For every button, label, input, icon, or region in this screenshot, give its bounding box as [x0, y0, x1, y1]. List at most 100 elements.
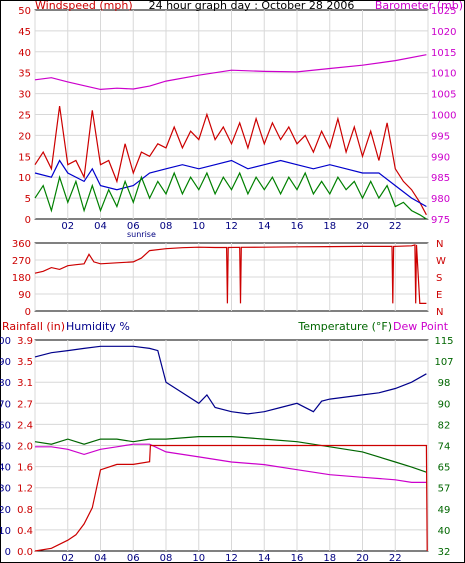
humidity-y-tick-label: 50	[0, 442, 11, 453]
temperature-y-tick-label: 57	[438, 484, 451, 495]
wind-axis-title: Windspeed (mph)	[35, 0, 133, 12]
climate-panel-x-tick-label: 06	[127, 553, 140, 563]
barometer-y-tick-label: 990	[431, 152, 450, 163]
wind-panel-x-tick-label: 16	[291, 221, 304, 232]
rainfall-y-tick-label: 3.9	[17, 336, 33, 347]
humidity-y-tick-label: 30	[0, 484, 11, 495]
wind-panel-x-tick-label: 22	[389, 221, 402, 232]
rainfall-y-tick-label: 2.0	[17, 442, 33, 453]
climate-panel-x-tick-label: 10	[192, 553, 205, 563]
temperature-y-tick-label: 49	[438, 505, 451, 516]
rainfall-line	[34, 444, 428, 552]
barometer-y-tick-label: 1025	[431, 6, 456, 17]
wind-panel-x-tick-label: 02	[61, 221, 74, 232]
wind-y-tick-label: 15	[18, 152, 31, 163]
wind_average-line	[34, 159, 427, 208]
temperature-line	[34, 436, 427, 473]
humidity-y-tick-label: 90	[0, 357, 11, 368]
rainfall-y-tick-label: 2.7	[17, 399, 33, 410]
temperature-y-tick-label: 82	[438, 420, 451, 431]
wind-panel-x-tick-label: 12	[225, 221, 238, 232]
rainfall-y-tick-label: 3.5	[17, 357, 33, 368]
direction-y-tick-label: 0	[25, 307, 31, 318]
humidity-y-tick-label: 70	[0, 399, 11, 410]
direction-compass-label: W	[436, 256, 446, 267]
rainfall-y-tick-label: 1.6	[17, 463, 33, 474]
climate-panel-x-tick-label: 12	[225, 553, 238, 563]
wind-y-tick-label: 40	[18, 48, 31, 59]
humidity-line	[34, 345, 427, 415]
humidity-y-tick-label: 10	[0, 526, 11, 537]
direction-y-tick-label: 360	[12, 239, 31, 250]
direction-y-tick-label: 180	[12, 273, 31, 284]
barometer-line	[34, 54, 427, 91]
humidity-y-tick-label: 20	[0, 505, 11, 516]
wind-panel-sunrise-label: sunrise	[127, 230, 156, 239]
rainfall-y-tick-label: 1.2	[17, 484, 33, 495]
wind-y-tick-label: 30	[18, 90, 31, 101]
rainfall-y-tick-label: 3.1	[17, 378, 33, 389]
wind-y-tick-label: 50	[18, 6, 31, 17]
direction-compass-label: E	[436, 290, 442, 301]
barometer-y-tick-label: 980	[431, 194, 450, 205]
climate-panel-x-tick-label: 18	[323, 553, 336, 563]
barometer-y-tick-label: 995	[431, 131, 450, 142]
wind-y-tick-label: 25	[18, 111, 31, 122]
direction-y-tick-label: 90	[18, 290, 31, 301]
direction-compass-label: S	[436, 273, 442, 284]
graph-title: 24 hour graph day : October 28 2006	[149, 0, 355, 12]
wind-y-tick-label: 20	[18, 131, 31, 142]
climate-panel-x-tick-label: 08	[160, 553, 173, 563]
climate-panel-x-tick-label: 16	[291, 553, 304, 563]
humidity-y-tick-label: 40	[0, 463, 11, 474]
dew_point-line	[35, 443, 427, 483]
rainfall-y-tick-label: 2.4	[17, 420, 33, 431]
barometer-y-tick-label: 1010	[431, 69, 456, 80]
climate-panel-x-tick-label: 14	[258, 553, 271, 563]
temperature-y-tick-label: 32	[438, 547, 451, 558]
rainfall-y-tick-label: 0.8	[17, 505, 33, 516]
wind-panel-x-tick-label: 10	[192, 221, 205, 232]
humidity-axis-title: Humidity %	[66, 320, 130, 333]
humidity-y-tick-label: 80	[0, 378, 11, 389]
wind-panel-x-tick-label: 08	[160, 221, 173, 232]
humidity-y-tick-label: 0	[5, 547, 11, 558]
temperature-y-tick-label: 65	[438, 463, 451, 474]
wind_speed-line	[34, 106, 427, 216]
barometer-y-tick-label: 975	[431, 215, 450, 226]
barometer-y-tick-label: 985	[431, 173, 450, 184]
barometer-y-tick-label: 1005	[431, 90, 456, 101]
wind-y-tick-label: 0	[25, 215, 31, 226]
temperature-y-tick-label: 107	[434, 357, 453, 368]
wind-panel-x-tick-label: 18	[323, 221, 336, 232]
climate-panel-x-tick-label: 20	[356, 553, 369, 563]
wind-y-tick-label: 45	[18, 27, 31, 38]
barometer-y-tick-label: 1015	[431, 48, 456, 59]
wind-panel-x-tick-label: 14	[258, 221, 271, 232]
wind-direction-line	[34, 244, 427, 304]
wind-panel-x-tick-label: 04	[94, 221, 107, 232]
temperature-y-tick-label: 98	[438, 378, 451, 389]
wind-y-tick-label: 35	[18, 69, 31, 80]
climate-panel-x-tick-label: 02	[61, 553, 74, 563]
temperature-y-tick-label: 90	[438, 399, 451, 410]
humidity-y-tick-label: 60	[0, 420, 11, 431]
wind-panel-x-tick-label: 06	[127, 221, 140, 232]
wind-y-tick-label: 5	[25, 194, 31, 205]
barometer-y-tick-label: 1000	[431, 111, 456, 122]
direction-compass-label: N	[436, 307, 443, 318]
barometer-y-tick-label: 1020	[431, 27, 456, 38]
wind_gust-line	[34, 171, 427, 220]
temperature-axis-title: Temperature (°F)	[297, 320, 392, 333]
wind-y-tick-label: 10	[18, 173, 31, 184]
temperature-y-tick-label: 74	[438, 442, 451, 453]
rainfall-axis-title: Rainfall (in)	[2, 320, 65, 333]
climate-panel-x-tick-label: 22	[389, 553, 402, 563]
climate-panel-x-tick-label: 04	[94, 553, 107, 563]
wind-panel-x-tick-label: 20	[356, 221, 369, 232]
temperature-y-tick-label: 40	[438, 526, 451, 537]
rainfall-y-tick-label: 0.0	[17, 547, 33, 558]
humidity-y-tick-label: 100	[0, 336, 11, 347]
dewpoint-axis-title: Dew Point	[393, 320, 449, 333]
